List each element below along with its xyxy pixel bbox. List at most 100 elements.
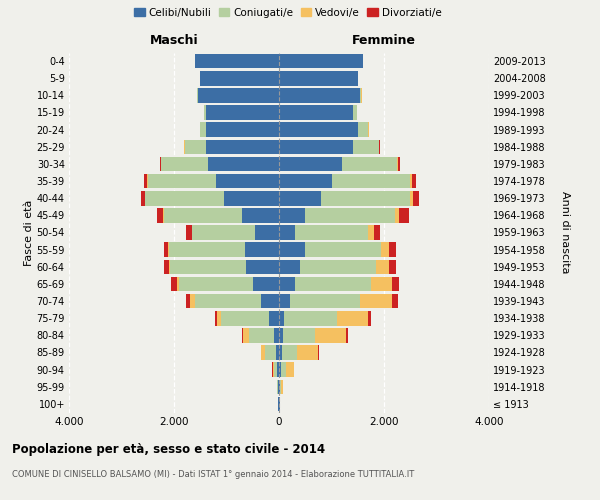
Bar [157,208,163,222]
Bar [277,380,278,394]
Bar [224,191,279,206]
Text: Popolazione per età, sesso e stato civile - 2014: Popolazione per età, sesso e stato civil… [12,442,325,456]
Bar [279,311,284,326]
Bar [197,88,279,102]
Bar [245,242,279,257]
Bar [368,225,373,240]
Bar [200,122,205,137]
Bar [280,380,281,394]
Bar [295,225,368,240]
Bar [398,208,409,222]
Bar [172,276,176,291]
Bar [279,140,353,154]
Bar [185,140,205,154]
Bar [160,156,161,171]
Bar [216,174,279,188]
Legend: Celibi/Nubili, Coniugati/e, Vedovi/e, Divorziati/e: Celibi/Nubili, Coniugati/e, Vedovi/e, Di… [134,8,442,18]
Bar [392,276,398,291]
Bar [389,242,395,257]
Bar [242,328,244,342]
Bar [190,294,195,308]
Bar [265,345,276,360]
Bar [353,105,356,120]
Text: Maschi: Maschi [149,34,199,46]
Bar [314,328,346,342]
Bar [279,225,295,240]
Bar [305,208,395,222]
Bar [278,380,279,394]
Bar [205,122,279,137]
Bar [410,191,413,206]
Bar [300,260,376,274]
Bar [279,380,280,394]
Bar [353,140,379,154]
Bar [193,225,256,240]
Bar [295,276,371,291]
Bar [298,345,319,360]
Bar [368,311,371,326]
Bar [382,242,389,257]
Bar [145,191,224,206]
Bar [346,328,348,342]
Bar [169,242,245,257]
Bar [253,276,279,291]
Bar [269,311,279,326]
Bar [281,380,283,394]
Bar [281,345,298,360]
Bar [145,174,148,188]
Bar [284,311,337,326]
Bar [358,122,368,137]
Bar [221,311,269,326]
Bar [290,294,361,308]
Bar [279,71,358,86]
Bar [277,362,279,377]
Bar [208,156,279,171]
Bar [200,71,279,86]
Y-axis label: Fasce di età: Fasce di età [23,200,34,266]
Bar [279,362,281,377]
Bar [256,225,279,240]
Bar [412,174,416,188]
Bar [376,260,389,274]
Bar [205,140,279,154]
Bar [305,242,382,257]
Text: Femmine: Femmine [352,34,416,46]
Bar [204,105,205,120]
Bar [244,328,248,342]
Bar [337,311,368,326]
Bar [279,242,305,257]
Bar [185,294,190,308]
Bar [148,174,216,188]
Bar [279,122,358,137]
Bar [392,294,398,308]
Bar [272,362,274,377]
Bar [279,328,283,342]
Bar [274,362,277,377]
Bar [279,294,290,308]
Text: COMUNE DI CINISELLO BALSAMO (MI) - Dati ISTAT 1° gennaio 2014 - Elaborazione TUT: COMUNE DI CINISELLO BALSAMO (MI) - Dati … [12,470,414,479]
Bar [397,156,398,171]
Bar [279,88,361,102]
Bar [279,54,363,68]
Bar [168,242,169,257]
Bar [161,156,208,171]
Bar [274,328,279,342]
Bar [389,260,396,274]
Bar [283,328,314,342]
Y-axis label: Anni di nascita: Anni di nascita [560,191,570,274]
Bar [248,328,274,342]
Bar [279,191,321,206]
Bar [281,362,286,377]
Bar [164,242,168,257]
Bar [276,345,279,360]
Bar [163,208,242,222]
Bar [279,105,353,120]
Bar [413,191,419,206]
Bar [176,276,179,291]
Bar [215,311,217,326]
Bar [261,345,265,360]
Bar [179,276,253,291]
Bar [247,260,279,274]
Bar [242,208,279,222]
Bar [321,191,410,206]
